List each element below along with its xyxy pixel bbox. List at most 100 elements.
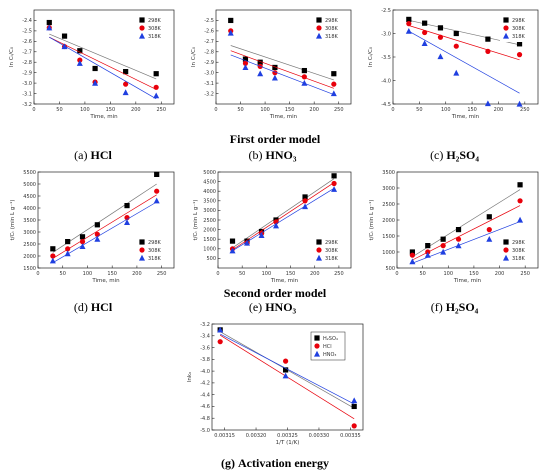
x-tick-label: 150: [107, 271, 117, 277]
y-tick-label: -4.8: [200, 416, 210, 422]
fit-line: [408, 30, 520, 94]
data-point: [405, 27, 412, 34]
legend-marker: [316, 25, 322, 31]
data-point: [123, 81, 129, 87]
data-point: [517, 182, 523, 188]
series-1: [406, 21, 523, 61]
series-0: [46, 19, 159, 80]
y-tick-label: 2000: [23, 254, 36, 260]
legend-label: 298K: [512, 18, 526, 24]
x-tick-label: 100: [80, 107, 90, 113]
data-point: [257, 70, 264, 77]
x-axis-label: Time, min: [451, 114, 480, 120]
data-point: [486, 214, 492, 220]
legend-marker: [139, 239, 145, 245]
y-tick-label: -2.4: [22, 18, 32, 24]
x-tick-label: 100: [260, 107, 270, 113]
legend-marker: [503, 239, 509, 245]
data-point: [257, 59, 263, 65]
legend-marker: [316, 32, 322, 39]
legend-marker: [139, 254, 145, 261]
data-point: [228, 17, 234, 24]
data-point: [485, 48, 491, 54]
legend-label: 298K: [512, 240, 526, 246]
data-point: [351, 397, 358, 404]
y-axis-label: ln Cₜ/C₀: [9, 46, 15, 67]
y-tick-label: -2.5: [22, 29, 32, 35]
x-tick-label: 200: [494, 107, 504, 113]
data-point: [258, 232, 265, 238]
y-tick-label: -3.0: [381, 31, 391, 37]
data-point: [331, 71, 337, 77]
series-2: [46, 24, 160, 100]
data-point: [49, 257, 56, 264]
legend-marker: [503, 17, 509, 23]
x-tick-label: 150: [285, 107, 295, 113]
data-point: [272, 64, 278, 71]
data-point: [94, 236, 101, 242]
y-tick-label: -2.6: [22, 39, 32, 45]
data-point: [351, 423, 357, 429]
data-point: [154, 171, 160, 177]
data-point: [76, 60, 83, 66]
legend-label: 308K: [325, 248, 339, 254]
y-axis-label: ln Cₜ/C₀: [191, 46, 197, 67]
data-point: [409, 258, 416, 265]
data-point: [422, 29, 428, 36]
legend-label: 318K: [148, 256, 162, 262]
data-point: [242, 60, 249, 66]
fit-line: [232, 188, 335, 252]
data-point: [409, 249, 415, 255]
data-point: [455, 227, 462, 233]
x-tick-label: 0: [391, 107, 394, 113]
chart-e-hno3-second-order: 0 50 100 150 200 250 500 1000 1500 2000 2500 3000 35…: [190, 166, 355, 288]
x-tick-label: 250: [334, 271, 344, 277]
y-tick-label: -4.6: [200, 404, 210, 410]
x-axis-label: Time, min: [91, 278, 120, 284]
x-tick-label: 0.00325: [277, 433, 298, 439]
legend-marker: [314, 335, 320, 341]
y-tick-label: -2.9: [22, 70, 32, 76]
legend-label: 298K: [148, 240, 162, 246]
data-point: [409, 252, 415, 258]
data-point: [516, 52, 523, 58]
data-point: [437, 25, 444, 31]
fit-line: [408, 25, 520, 61]
y-tick-label: -2.5: [381, 8, 391, 14]
data-point: [242, 64, 249, 71]
legend-label: HNO₃: [323, 352, 336, 358]
x-tick-label: 50: [56, 107, 62, 113]
y-tick-label: 1500: [382, 234, 395, 240]
y-axis-label: t/Cₜ (min L g⁻¹): [368, 199, 375, 240]
data-point: [437, 53, 444, 60]
data-point: [123, 69, 129, 75]
data-point: [124, 203, 130, 209]
data-point: [64, 250, 71, 257]
series-1: [50, 188, 160, 259]
y-tick-label: -4.0: [200, 369, 210, 375]
x-tick-label: 0: [36, 271, 39, 277]
data-point: [453, 43, 459, 49]
data-point: [61, 43, 68, 50]
legend-label: H₂SO₄: [323, 336, 338, 342]
chart-b-hno3-first-order: 0 50 100 150 200 250 -2.5 -2.6 -2.7 -2.8 -2.9 -3.0 -…: [190, 4, 355, 122]
legend-label: 298K: [325, 240, 339, 246]
data-point: [406, 21, 412, 27]
y-tick-label: -3.0: [204, 70, 214, 76]
data-point: [406, 16, 412, 22]
series-2: [409, 216, 524, 265]
y-axis-label: ln Cₜ/C₀: [368, 46, 374, 67]
data-point: [302, 198, 308, 204]
legend-label: 308K: [148, 248, 162, 254]
data-point: [301, 67, 307, 74]
data-point: [282, 372, 289, 379]
x-tick-label: 0: [214, 107, 217, 113]
y-tick-label: -3.8: [200, 357, 210, 363]
x-tick-label: 200: [131, 107, 141, 113]
data-point: [153, 92, 160, 99]
data-point: [153, 71, 159, 77]
y-tick-label: 3500: [203, 199, 216, 205]
x-tick-label: 50: [239, 271, 245, 277]
y-tick-label: 4500: [23, 194, 36, 200]
y-tick-label: 4000: [203, 189, 216, 195]
